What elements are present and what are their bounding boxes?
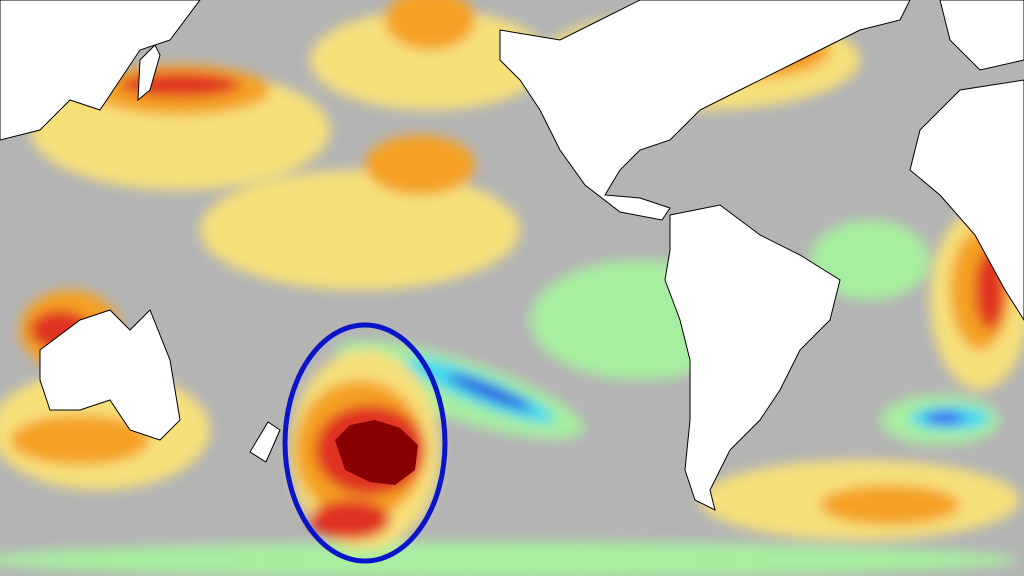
- warm-area: [310, 10, 550, 110]
- cold-area: [925, 412, 965, 424]
- hot-core: [335, 420, 418, 485]
- new-zealand: [249, 421, 281, 463]
- continents: [0, 0, 1024, 511]
- warm-area: [385, 0, 475, 50]
- warm-area: [200, 170, 520, 290]
- europe: [939, 0, 1024, 71]
- australia: [39, 309, 181, 441]
- africa: [909, 79, 1024, 321]
- cool-area: [0, 542, 1020, 576]
- highlight-circle: [282, 322, 448, 564]
- south-america: [664, 204, 841, 511]
- hot-area: [310, 500, 390, 540]
- warm-area: [365, 135, 475, 195]
- north-america: [499, 0, 911, 221]
- warm-area: [10, 415, 150, 465]
- cold-area: [448, 373, 532, 411]
- warm-area: [820, 485, 960, 525]
- asia: [0, 0, 201, 141]
- japan: [137, 44, 161, 102]
